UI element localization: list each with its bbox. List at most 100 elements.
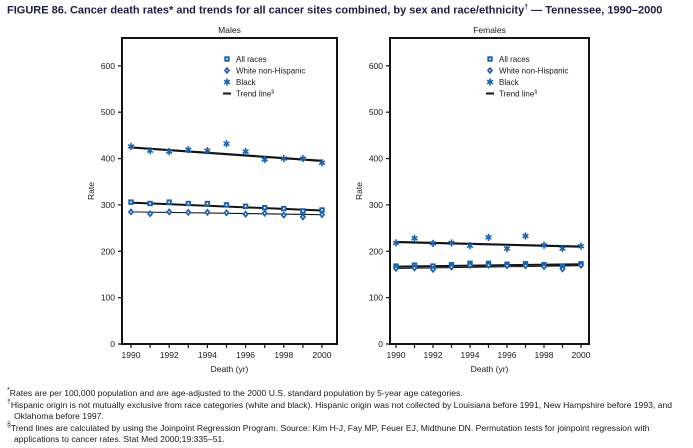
footnote-text: Rates are per 100,000 population and are… (9, 387, 463, 398)
marker-center-dot (321, 213, 323, 216)
asterisk-marker (466, 242, 474, 250)
asterisk-marker (280, 154, 288, 163)
figure-title-suffix: — Tennessee, 1990–2000 (528, 4, 663, 17)
asterisk-marker (486, 78, 494, 86)
x-tick-label: 1996 (236, 350, 255, 360)
marker-center-dot (283, 207, 285, 210)
series-square (128, 199, 325, 214)
asterisk-marker (204, 147, 211, 155)
footnotes: *Rates are per 100,000 population and ar… (7, 387, 691, 445)
y-tick-label: 200 (369, 246, 383, 256)
x-tick-label: 1998 (274, 350, 293, 360)
asterisk-marker (318, 159, 326, 167)
marker-center-dot (168, 211, 170, 213)
marker-center-dot (450, 266, 453, 268)
asterisk-marker (223, 140, 230, 148)
marker-center-dot (263, 206, 266, 209)
trend-line (395, 240, 582, 248)
marker-center-dot (244, 213, 247, 215)
legend-label: White non-Hispanic (236, 67, 305, 76)
marker-center-dot (524, 264, 527, 267)
marker-center-dot (226, 58, 228, 60)
marker-center-dot (321, 209, 323, 211)
asterisk-marker (223, 78, 231, 86)
x-tick-label: 1992 (424, 350, 443, 360)
trend-line (130, 146, 323, 162)
asterisk-marker (261, 155, 269, 164)
legend-label: All races (499, 55, 530, 64)
asterisk-marker (299, 154, 307, 163)
asterisk-marker (448, 239, 455, 247)
legend-label: All races (236, 55, 267, 64)
marker-center-dot (506, 264, 508, 267)
x-tick-label: 1990 (387, 350, 406, 360)
marker-center-dot (302, 216, 304, 218)
marker-center-dot (489, 69, 491, 72)
legend: All races White non-Hispanic Black Trend li… (486, 55, 568, 99)
marker-center-dot (130, 201, 132, 203)
marker-center-dot (225, 211, 228, 214)
asterisk-marker (522, 232, 529, 240)
legend: All races White non-Hispanic Black Trend li… (223, 55, 305, 99)
x-tick-label: 1994 (198, 350, 217, 360)
series-asterisk (392, 232, 585, 253)
dagger-superscript: † (524, 4, 529, 11)
footnote-trend-lines: §Trend lines are calculated by using the… (7, 422, 691, 445)
marker-center-dot (395, 267, 397, 270)
asterisk-marker (242, 147, 249, 156)
y-axis: 0 100 200 300 400 500 600 (101, 61, 122, 349)
y-axis-title: Rate (354, 182, 364, 200)
y-tick-label: 500 (101, 107, 115, 117)
y-tick-label: 300 (369, 200, 383, 210)
y-tick-label: 500 (369, 107, 383, 117)
figure-title-main: FIGURE 86. Cancer death rates* and trend… (7, 4, 525, 17)
y-tick-label: 100 (101, 293, 115, 303)
marker-center-dot (413, 267, 416, 269)
y-tick-label: 200 (101, 246, 115, 256)
marker-center-dot (263, 212, 266, 215)
x-axis: 1990 1992 1994 1996 1998 2000 (122, 344, 332, 360)
marker-center-dot (561, 268, 564, 270)
y-tick-label: 400 (369, 154, 383, 164)
footnote-marker-section: § (7, 421, 11, 429)
x-axis-title: Death (yr) (211, 364, 249, 374)
chart-title: Females (473, 25, 506, 35)
x-tick-label: 2000 (313, 350, 332, 360)
marker-center-dot (206, 202, 209, 205)
asterisk-marker (392, 239, 400, 247)
footnote-hispanic-origin: †Hispanic origin is not mutually exclusi… (7, 399, 691, 422)
marker-center-dot (580, 264, 582, 266)
asterisk-marker (184, 146, 192, 154)
footnote-rates: *Rates are per 100,000 population and ar… (7, 387, 691, 399)
y-axis-title: Rate (86, 182, 96, 200)
legend-label: White non-Hispanic (499, 67, 568, 76)
legend-label: Trend line§ (236, 90, 274, 99)
asterisk-marker (146, 147, 154, 155)
marker-center-dot (543, 265, 545, 268)
legend-label: Black (499, 78, 520, 87)
plot-frame (121, 37, 338, 345)
marker-center-dot (487, 264, 490, 266)
x-tick-label: 1994 (461, 350, 480, 360)
marker-center-dot (149, 202, 151, 205)
footnote-text: Hispanic origin is not mutually exclusiv… (10, 399, 673, 421)
marker-center-dot (168, 201, 170, 203)
y-tick-label: 100 (369, 293, 383, 303)
x-axis-title: Death (yr) (471, 364, 509, 374)
marker-center-dot (432, 268, 434, 271)
asterisk-marker (165, 147, 173, 156)
series-diamond (127, 208, 326, 221)
y-tick-label: 300 (101, 200, 115, 210)
marker-center-dot (149, 212, 151, 215)
marker-center-dot (283, 214, 285, 216)
y-tick-label: 600 (369, 61, 383, 71)
marker-center-dot (226, 69, 228, 72)
x-axis: 1990 1992 1994 1996 1998 2000 (387, 344, 591, 360)
asterisk-marker (127, 142, 135, 151)
x-tick-label: 1992 (160, 350, 179, 360)
y-tick-label: 0 (378, 339, 383, 349)
legend-label: Trend line§ (499, 90, 537, 99)
asterisk-marker (429, 239, 437, 247)
